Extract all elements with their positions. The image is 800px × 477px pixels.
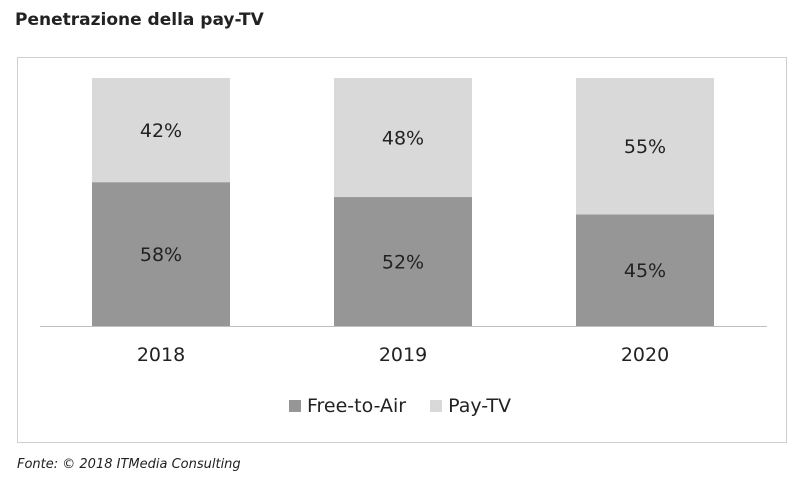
x-tick-label-2019: 2019 <box>379 344 427 366</box>
x-tick-label-2018: 2018 <box>137 344 185 366</box>
source-note: Fonte: © 2018 ITMedia Consulting <box>17 457 241 472</box>
bar-free-to-air-2020 <box>576 214 714 326</box>
x-tick-label-2020: 2020 <box>621 344 669 366</box>
legend-swatch-free-to-air <box>288 400 301 412</box>
bar-pay-tv-2018 <box>92 78 230 183</box>
legend-item-pay-tv: Pay-TV <box>430 395 511 417</box>
chart-title: Penetrazione della pay-TV <box>15 10 264 30</box>
legend-label-free-to-air: Free-to-Air <box>306 395 407 417</box>
data-label-pay-tv-2018: 42% <box>140 120 182 142</box>
bar-pay-tv-2020 <box>576 78 714 215</box>
data-label-free-to-air-2020: 45% <box>624 260 666 282</box>
bar-free-to-air-2019 <box>334 197 472 326</box>
data-label-free-to-air-2018: 58% <box>140 244 182 266</box>
legend: Free-to-Air Pay-TV <box>0 395 800 417</box>
legend-item-free-to-air: Free-to-Air <box>288 395 407 417</box>
legend-label-pay-tv: Pay-TV <box>448 395 511 417</box>
data-label-free-to-air-2019: 52% <box>382 252 424 274</box>
data-label-pay-tv-2020: 55% <box>624 136 666 158</box>
data-label-pay-tv-2019: 48% <box>382 128 424 150</box>
bar-free-to-air-2018 <box>92 182 230 326</box>
bar-pay-tv-2019 <box>334 78 472 198</box>
legend-swatch-pay-tv <box>430 400 443 412</box>
